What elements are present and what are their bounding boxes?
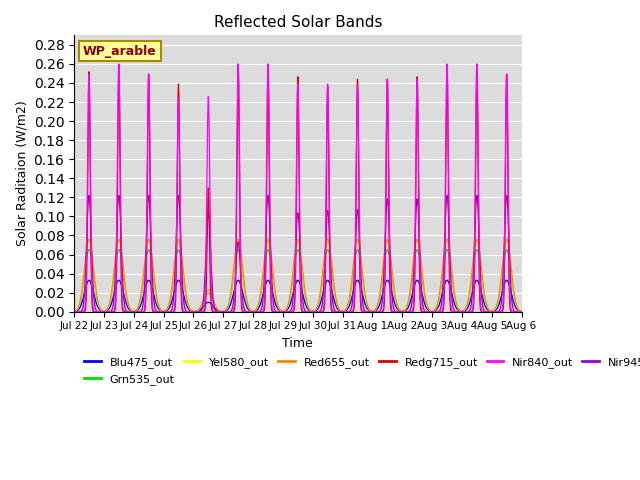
Grn535_out bbox=[85, 247, 93, 252]
Redg715_out bbox=[189, 309, 197, 314]
Red655_out bbox=[85, 236, 93, 242]
Redg715_out bbox=[518, 309, 525, 314]
Yel580_out bbox=[509, 283, 517, 289]
Blu475_out bbox=[242, 302, 250, 308]
X-axis label: Time: Time bbox=[282, 337, 313, 350]
Nir840_out bbox=[148, 290, 156, 296]
Nir945_out bbox=[85, 192, 93, 198]
Line: Yel580_out: Yel580_out bbox=[74, 243, 522, 312]
Line: Nir840_out: Nir840_out bbox=[74, 64, 522, 312]
Blu475_out bbox=[518, 309, 525, 314]
Y-axis label: Solar Raditaion (W/m2): Solar Raditaion (W/m2) bbox=[15, 101, 28, 246]
Nir945_out bbox=[509, 305, 517, 311]
Grn535_out bbox=[148, 261, 156, 266]
Grn535_out bbox=[189, 309, 197, 314]
Red655_out bbox=[70, 309, 78, 314]
Yel580_out bbox=[148, 255, 156, 261]
Red655_out bbox=[242, 293, 250, 299]
Red655_out bbox=[148, 252, 156, 258]
Nir840_out bbox=[122, 309, 129, 314]
Nir945_out bbox=[148, 262, 156, 268]
Blu475_out bbox=[189, 309, 197, 314]
Redg715_out bbox=[461, 309, 468, 314]
Line: Red655_out: Red655_out bbox=[74, 239, 522, 312]
Nir840_out bbox=[461, 309, 468, 314]
Yel580_out bbox=[518, 309, 525, 314]
Line: Nir945_out: Nir945_out bbox=[74, 195, 522, 312]
Grn535_out bbox=[518, 309, 525, 314]
Nir840_out bbox=[518, 309, 525, 314]
Yel580_out bbox=[461, 307, 468, 312]
Redg715_out bbox=[509, 309, 517, 314]
Yel580_out bbox=[189, 309, 197, 314]
Grn535_out bbox=[509, 286, 517, 291]
Grn535_out bbox=[70, 309, 78, 314]
Blu475_out bbox=[85, 277, 93, 283]
Line: Grn535_out: Grn535_out bbox=[74, 250, 522, 312]
Yel580_out bbox=[262, 251, 269, 256]
Redg715_out bbox=[122, 309, 129, 314]
Blu475_out bbox=[70, 309, 78, 314]
Nir840_out bbox=[115, 61, 123, 67]
Yel580_out bbox=[122, 285, 129, 290]
Redg715_out bbox=[262, 287, 269, 292]
Title: Reflected Solar Bands: Reflected Solar Bands bbox=[214, 15, 382, 30]
Grn535_out bbox=[242, 295, 250, 301]
Grn535_out bbox=[122, 287, 129, 292]
Nir840_out bbox=[160, 309, 168, 314]
Grn535_out bbox=[461, 307, 468, 313]
Nir945_out bbox=[122, 306, 129, 312]
Red655_out bbox=[189, 309, 197, 314]
Line: Redg715_out: Redg715_out bbox=[74, 64, 522, 312]
Nir945_out bbox=[242, 309, 250, 314]
Nir840_out bbox=[262, 263, 269, 268]
Red655_out bbox=[461, 307, 468, 312]
Nir945_out bbox=[70, 309, 78, 314]
Nir945_out bbox=[518, 309, 525, 314]
Blu475_out bbox=[509, 297, 517, 303]
Blu475_out bbox=[262, 282, 269, 288]
Grn535_out bbox=[262, 256, 269, 262]
Blu475_out bbox=[148, 284, 156, 290]
Redg715_out bbox=[115, 61, 123, 67]
Red655_out bbox=[122, 283, 129, 289]
Text: WP_arable: WP_arable bbox=[83, 45, 157, 58]
Red655_out bbox=[518, 309, 525, 314]
Nir840_out bbox=[70, 309, 78, 314]
Legend: Blu475_out, Grn535_out, Yel580_out, Red655_out, Redg715_out, Nir840_out, Nir945_: Blu475_out, Grn535_out, Yel580_out, Red6… bbox=[80, 353, 640, 389]
Nir945_out bbox=[262, 245, 269, 251]
Blu475_out bbox=[122, 298, 129, 303]
Redg715_out bbox=[70, 309, 78, 314]
Yel580_out bbox=[85, 240, 93, 246]
Nir840_out bbox=[242, 309, 250, 314]
Blu475_out bbox=[461, 308, 468, 313]
Nir945_out bbox=[461, 309, 468, 314]
Nir840_out bbox=[509, 309, 517, 314]
Line: Blu475_out: Blu475_out bbox=[74, 280, 522, 312]
Nir945_out bbox=[220, 309, 227, 314]
Yel580_out bbox=[70, 309, 78, 314]
Red655_out bbox=[509, 282, 517, 288]
Yel580_out bbox=[242, 294, 250, 300]
Redg715_out bbox=[148, 302, 156, 308]
Redg715_out bbox=[242, 309, 250, 314]
Red655_out bbox=[262, 248, 269, 253]
